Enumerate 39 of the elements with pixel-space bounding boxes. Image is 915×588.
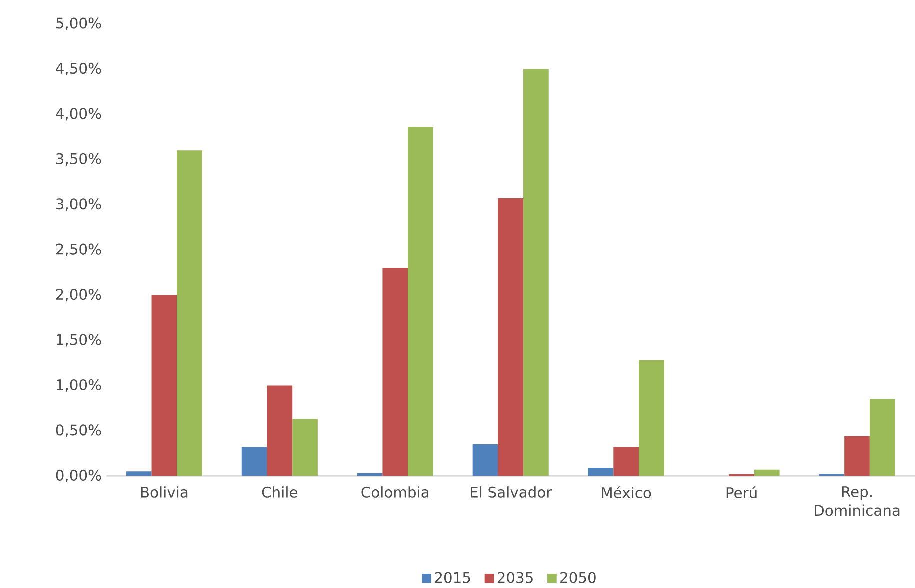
bar [126,472,152,476]
bar [292,419,318,476]
x-tick-label: Bolivia [141,486,188,498]
bar [638,360,664,476]
bar [408,127,434,476]
x-tick-label: Perú [726,486,757,498]
y-tick-label: 0,00% [56,470,102,482]
legend-label: 2035 [498,572,533,584]
bar [588,468,614,476]
bar [357,473,383,476]
bar [267,386,293,476]
x-tick-label: El Salvador [470,486,552,498]
y-tick-label: 2,50% [56,244,102,256]
y-tick-label: 3,50% [56,153,102,166]
y-tick-label: 4,50% [56,62,102,76]
y-tick-label: 1,00% [56,379,102,392]
bar [472,444,498,476]
y-tick-label: 1,50% [56,334,102,347]
bar [844,436,870,476]
y-tick-label: 0,50% [56,424,102,438]
bar [152,295,178,476]
bar [754,470,780,476]
bar [242,447,268,476]
legend-label: 2050 [560,572,596,584]
bar [870,399,896,476]
y-tick-label: 2,00% [56,288,102,302]
x-tick-label: Rep. Dominicana [815,486,900,516]
x-tick-label: Chile [262,486,298,498]
x-tick-label: México [602,486,652,498]
bar [177,150,202,476]
legend-label: 2015 [435,572,470,584]
x-tick-label: Colombia [362,486,429,498]
bar [382,268,408,476]
bar [524,69,549,476]
y-tick-label: 5,00% [56,18,102,30]
bar [614,447,639,476]
bar [498,198,524,476]
y-tick-label: 3,00% [56,198,102,212]
y-tick-label: 4,00% [56,108,102,121]
